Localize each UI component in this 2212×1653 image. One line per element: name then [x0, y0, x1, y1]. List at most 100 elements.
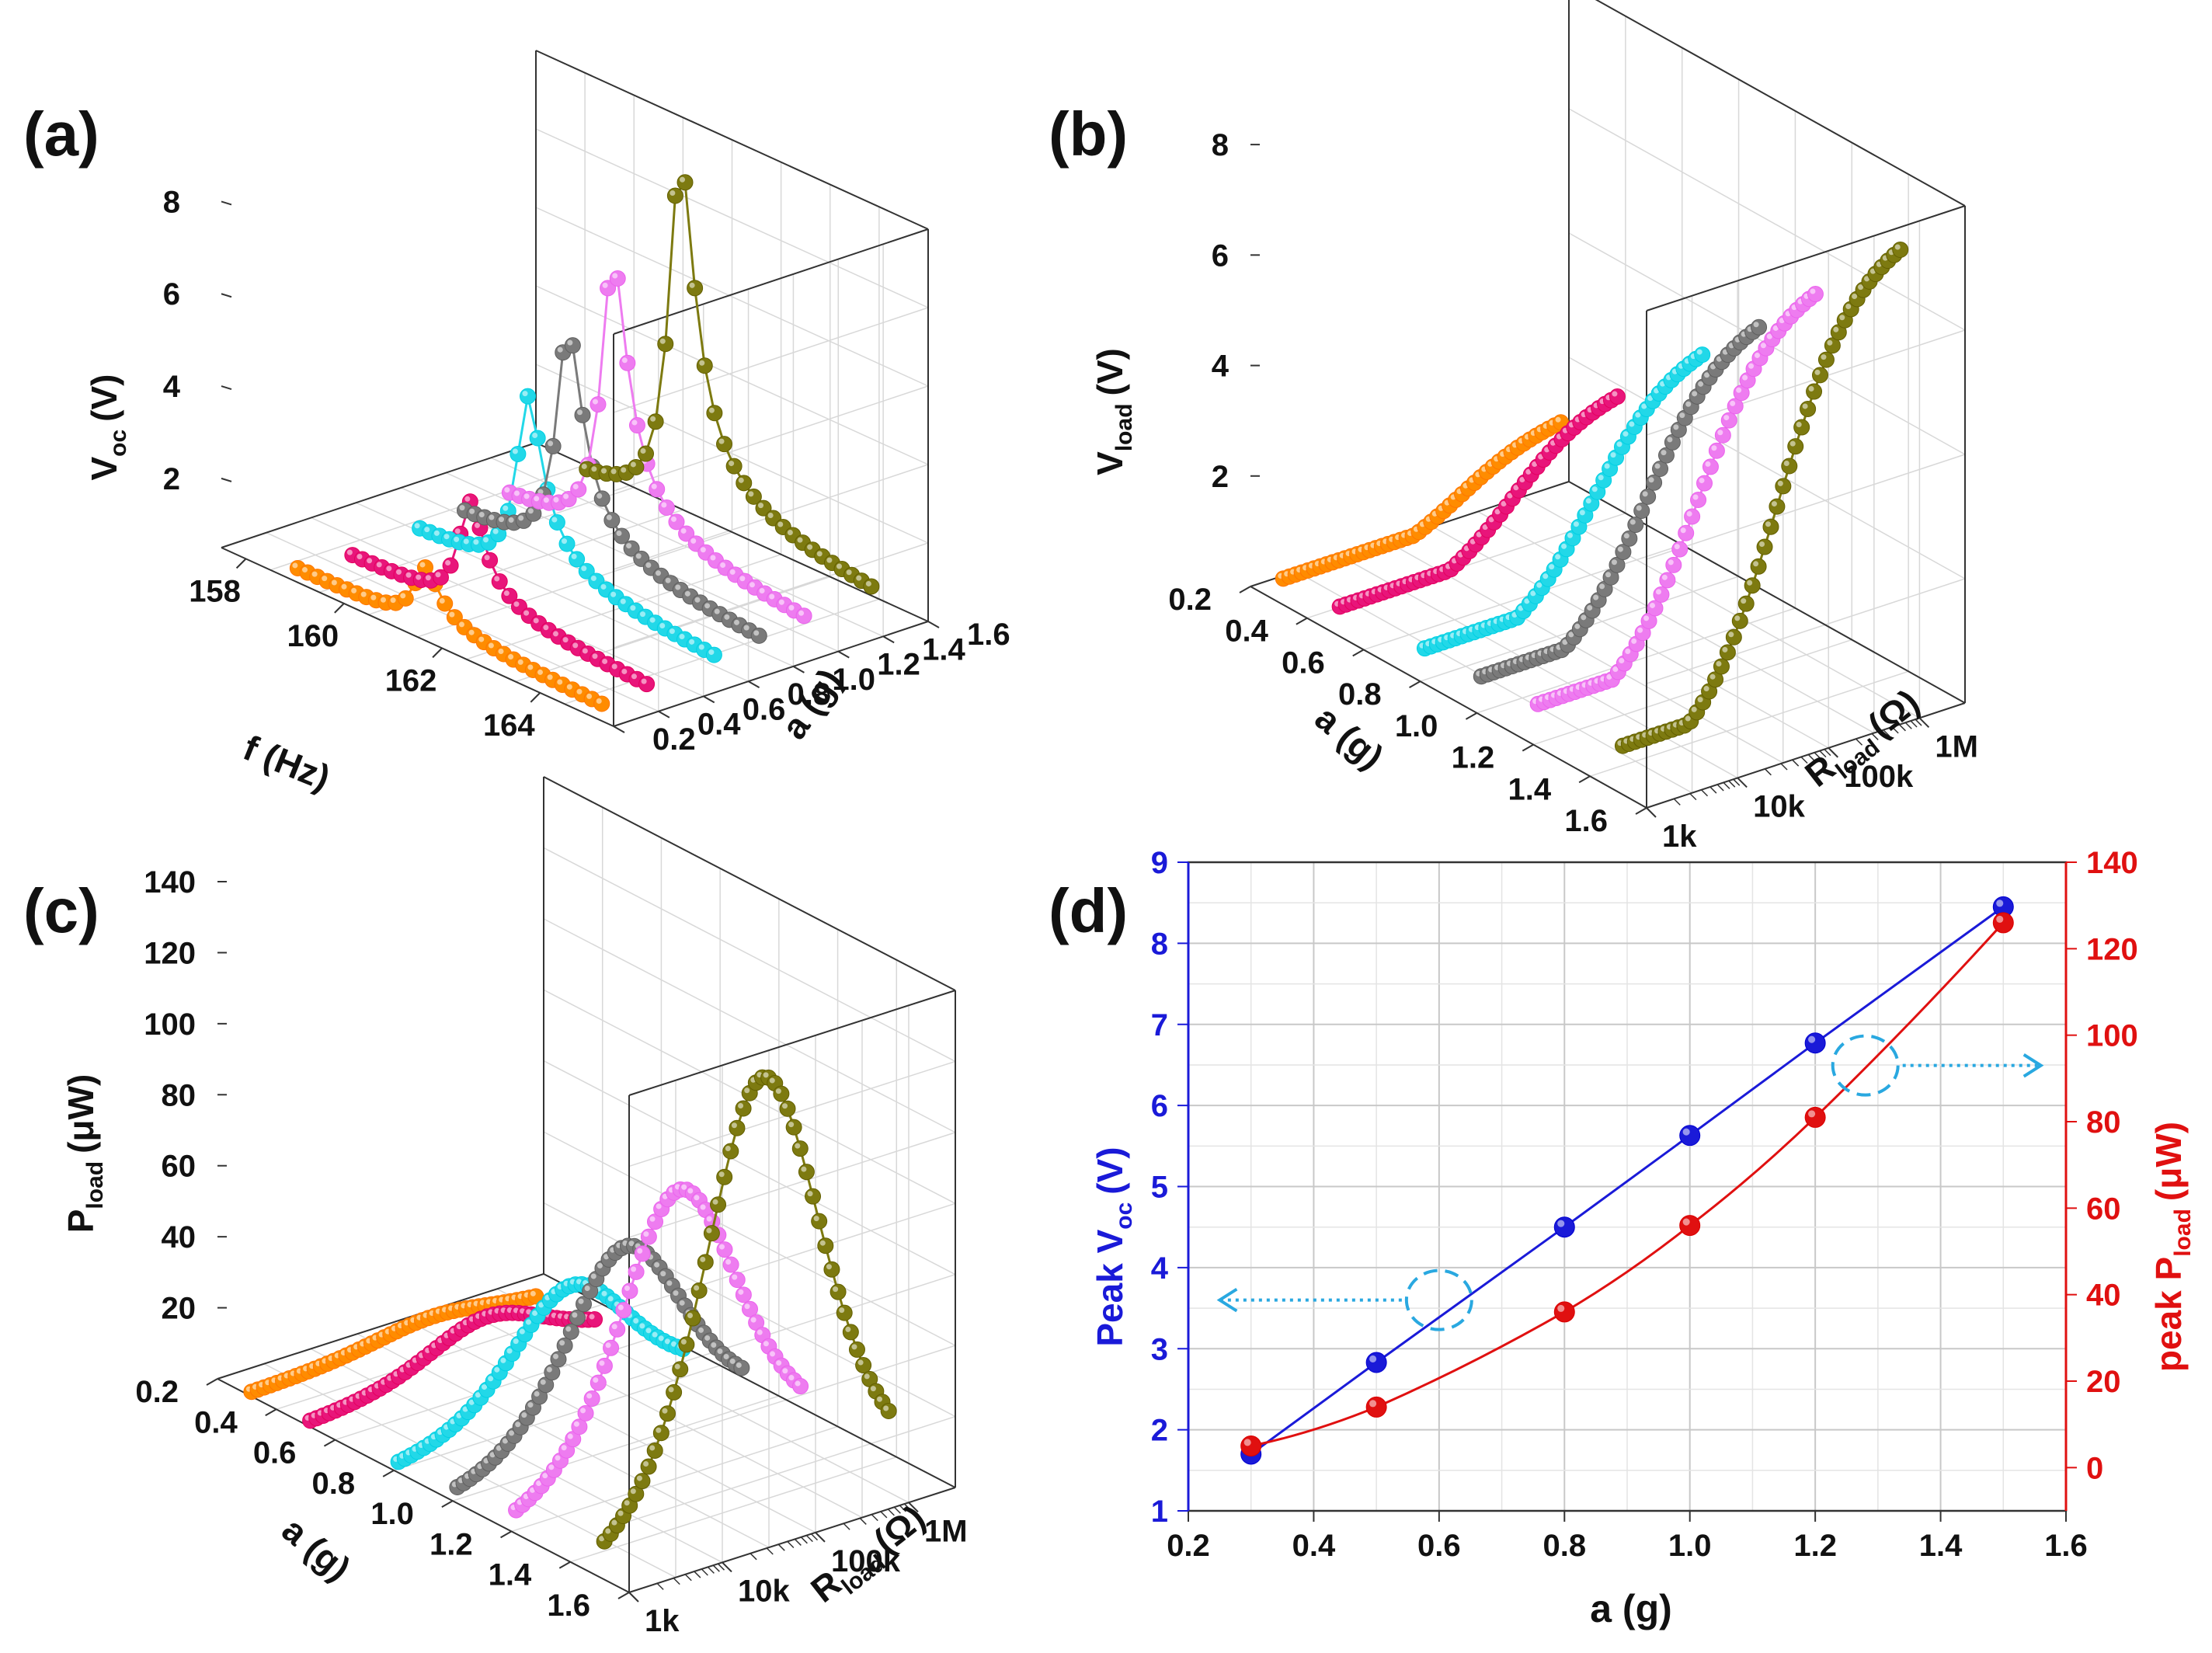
a-x-tick-mark	[432, 647, 443, 659]
panel-d: 0.2 0.4 0.6 0.8 1.0 1.2 1.4 1.6 1 2 3 4 5 6 7 8 9 0 20 40 60…	[1049, 846, 2196, 1630]
a-point-3-15-hl	[606, 514, 612, 520]
a-point-5-0-hl	[581, 463, 587, 469]
right-tick-label: 40	[2086, 1279, 2121, 1313]
a-point-4-7-hl	[572, 483, 579, 489]
point-2-17-hl	[1524, 598, 1530, 604]
point-5-11	[666, 1383, 683, 1401]
a-point-4-3-hl	[534, 496, 540, 502]
point-1-45-hl	[589, 1314, 595, 1320]
a-y-tick: 1.6	[967, 618, 1010, 652]
a-point-2-10	[510, 445, 527, 462]
point-4-36	[735, 1286, 752, 1303]
a-point-5-8-hl	[659, 338, 666, 344]
a-point-2-19-hl	[600, 583, 607, 590]
grid-line	[1646, 329, 1966, 436]
x-tick-label: 1.0	[1668, 1529, 1712, 1563]
a-point-2-1-hl	[424, 527, 430, 533]
point-5-41-hl	[857, 1359, 864, 1366]
tick-r-minor	[1700, 789, 1709, 797]
point-5-13-hl	[680, 1338, 687, 1345]
tick-r-minor	[694, 1571, 701, 1578]
point-4-16-hl	[611, 1324, 617, 1330]
a-point-5-12-hl	[699, 360, 705, 366]
a-point-0-5-hl	[341, 583, 347, 590]
a-point-4-25-hl	[749, 582, 755, 588]
a-y-tick: 0.4	[697, 708, 741, 742]
a-point-4-5-hl	[553, 496, 559, 503]
tick-r-minor	[1792, 759, 1800, 767]
axis-line	[1250, 586, 1647, 809]
power-point-4	[1804, 1106, 1826, 1128]
point-5-32-hl	[801, 1166, 807, 1172]
a-point-0-31	[593, 695, 610, 712]
point-4-23-hl	[1674, 544, 1680, 550]
right-tick-label: 60	[2086, 1192, 2121, 1226]
point-5-12	[672, 1361, 689, 1378]
a-point-5-19-hl	[767, 513, 774, 519]
tick-a-mark	[1352, 649, 1365, 657]
tick-a: 0.6	[1282, 646, 1325, 680]
a-point-2-15-hl	[562, 538, 568, 545]
x-tick-label: 1.2	[1793, 1529, 1837, 1563]
point-5-9-hl	[656, 1427, 662, 1433]
point-4-12-hl	[586, 1393, 593, 1399]
a-point-0-25-hl	[537, 669, 543, 675]
point-1-30-hl	[1519, 476, 1525, 482]
point-4-29-hl	[1711, 445, 1717, 451]
a-point-3-10-hl	[557, 346, 563, 353]
point-5-24	[1762, 518, 1779, 535]
right-arrowhead	[2022, 1053, 2044, 1078]
axis-line	[1595, 0, 1966, 207]
point-4-17	[615, 1302, 632, 1319]
point-2-33-hl	[601, 1290, 607, 1296]
a-point-5-3-hl	[610, 468, 617, 475]
a-point-5-13-hl	[708, 407, 715, 413]
point-5-26-hl	[1777, 480, 1783, 486]
point-5-23-hl	[744, 1088, 750, 1094]
a-point-4-7	[570, 481, 587, 498]
point-1-28-hl	[1507, 492, 1513, 499]
point-5-36-hl	[826, 1264, 832, 1270]
point-3-27	[1640, 488, 1657, 505]
point-4-36-hl	[738, 1289, 744, 1295]
point-4-13	[590, 1374, 607, 1391]
point-5-0-hl	[599, 1536, 605, 1542]
point-1-45	[586, 1311, 603, 1328]
voc-point-1	[1365, 1352, 1387, 1373]
point-3-19-hl	[572, 1312, 578, 1318]
point-2-29-hl	[1598, 475, 1604, 481]
left-tick-label: 1	[1151, 1495, 1168, 1529]
grid-line	[543, 1060, 956, 1275]
tick-r-mark	[1646, 807, 1657, 818]
left-tick-label: 3	[1151, 1332, 1168, 1366]
point-4-21-hl	[1661, 574, 1668, 580]
point-3-36-hl	[1698, 381, 1704, 387]
a-point-0-27-hl	[557, 679, 563, 685]
point-3-39-hl	[698, 1327, 704, 1333]
point-3-38-hl	[1709, 364, 1716, 370]
point-3-18-hl	[1587, 604, 1593, 611]
a-x-tick: 160	[287, 619, 339, 653]
point-4-17-hl	[617, 1304, 624, 1310]
right-tick-label: 140	[2086, 846, 2138, 880]
point-3-24-hl	[1623, 533, 1629, 539]
a-y-tick-mark	[748, 680, 760, 689]
a-point-3-22-hl	[675, 584, 681, 590]
point-3-24	[1621, 530, 1638, 547]
tick-r-minor	[903, 1503, 912, 1511]
power-point-1-hl	[1369, 1400, 1377, 1408]
point-5-17-hl	[706, 1227, 712, 1234]
grid-line	[1568, 357, 1966, 579]
grid-line	[628, 1415, 956, 1522]
a-point-5-10-hl	[680, 176, 686, 183]
a-point-0-11	[397, 590, 414, 607]
point-4-25-hl	[1686, 510, 1692, 517]
point-3-36-hl	[679, 1300, 685, 1306]
point-4-15-hl	[1625, 649, 1631, 655]
right-tick-label: 120	[2086, 932, 2138, 966]
power-point-0-hl	[1243, 1439, 1251, 1446]
a-point-0-13-hl	[419, 562, 426, 568]
tick-a-mark	[1409, 680, 1421, 689]
a-point-4-4-hl	[543, 497, 549, 503]
point-4-11	[577, 1404, 594, 1422]
